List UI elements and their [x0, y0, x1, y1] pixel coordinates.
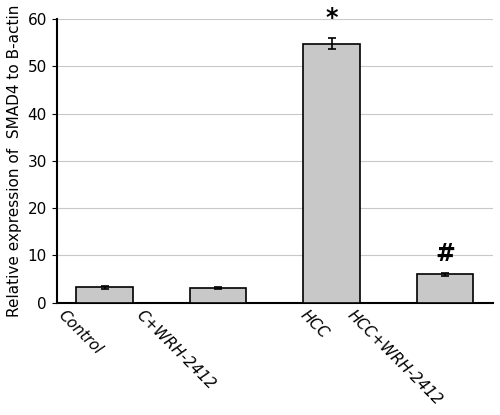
Bar — [416, 274, 473, 303]
Text: *: * — [326, 6, 338, 29]
Bar — [303, 44, 360, 303]
Text: #: # — [435, 242, 455, 266]
Bar — [76, 288, 133, 303]
Y-axis label: Relative expression of  SMAD4 to B-actin: Relative expression of SMAD4 to B-actin — [7, 5, 22, 317]
Bar — [190, 288, 246, 303]
